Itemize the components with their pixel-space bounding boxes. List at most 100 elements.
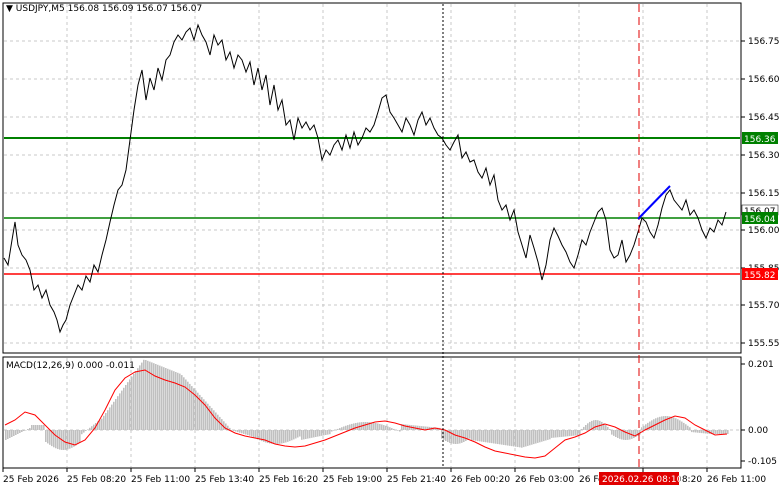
macd-bar — [293, 430, 295, 440]
macd-bar — [447, 430, 449, 443]
time-highlight-text: 2026.02.26 08:10 — [602, 475, 683, 485]
macd-bar — [223, 421, 225, 430]
macd-bar — [349, 424, 351, 430]
macd-bar — [575, 430, 577, 436]
macd-bar — [461, 430, 463, 443]
macd-bar — [7, 430, 9, 439]
macd-tick-label: 0.00 — [748, 426, 768, 436]
macd-bar — [513, 430, 515, 447]
macd-bar — [241, 430, 243, 434]
trend-line[interactable] — [637, 185, 671, 220]
macd-bar — [115, 399, 117, 430]
macd-bar — [721, 430, 723, 434]
macd-bar — [537, 430, 539, 443]
price-tick-label: 155.55 — [748, 339, 780, 349]
macd-bar — [201, 397, 203, 430]
macd-bar — [555, 430, 557, 438]
macd-bar — [159, 365, 161, 430]
macd-bar — [615, 430, 617, 437]
macd-bar — [281, 430, 283, 444]
time-tick-label: 25 Feb 19:00 — [323, 475, 382, 485]
time-tick-label: 25 Feb 11:00 — [131, 475, 190, 485]
macd-bar — [601, 421, 603, 430]
macd-bar — [497, 430, 499, 445]
macd-bar — [217, 414, 219, 430]
macd-bar — [567, 430, 569, 437]
macd-bar — [543, 430, 545, 442]
macd-bar — [37, 425, 39, 430]
macd-bar — [261, 430, 263, 442]
macd-bar — [643, 425, 645, 430]
macd-bar — [259, 430, 261, 441]
time-tick-label: 26 Feb 00:20 — [451, 475, 510, 485]
macd-bar — [407, 424, 409, 430]
macd-bar — [635, 430, 637, 437]
macd-bar — [585, 425, 587, 430]
macd-bar — [245, 430, 247, 435]
macd-bar — [111, 404, 113, 430]
macd-bar — [561, 430, 563, 437]
macd-bar — [65, 430, 67, 450]
macd-bar — [157, 364, 159, 430]
macd-bar — [475, 430, 477, 441]
dropdown-arrow-icon[interactable]: ▼ — [6, 4, 13, 14]
macd-bar — [93, 424, 95, 430]
macd-bar — [665, 416, 667, 430]
macd-bar — [381, 424, 383, 430]
macd-bar — [515, 430, 517, 447]
macd-bar — [203, 399, 205, 430]
macd-bar — [565, 430, 567, 437]
macd-bar — [347, 425, 349, 430]
macd-bar — [419, 425, 421, 430]
macd-bar — [257, 430, 259, 440]
macd-bar — [13, 430, 15, 436]
macd-bar — [31, 425, 33, 430]
macd-bar — [377, 423, 379, 430]
macd-bar — [591, 420, 593, 430]
macd-bar — [267, 430, 269, 444]
macd-series — [4, 359, 729, 459]
macd-bar — [629, 430, 631, 440]
macd-bar — [285, 430, 287, 443]
macd-bar — [265, 430, 267, 443]
macd-bar — [611, 430, 613, 435]
macd-bar — [465, 430, 467, 441]
macd-bar — [151, 362, 153, 430]
macd-bar — [535, 430, 537, 444]
macd-bar — [107, 410, 109, 430]
macd-bar — [429, 426, 431, 430]
macd-bar — [473, 430, 475, 441]
symbol-info: USDJPY,M5 156.08 156.09 156.07 156.07 — [15, 4, 203, 14]
macd-bar — [239, 430, 241, 433]
macd-bar — [51, 430, 53, 447]
macd-bar — [87, 429, 89, 430]
macd-bar — [365, 422, 367, 430]
macd-bar — [539, 430, 541, 443]
macd-bar — [719, 430, 721, 434]
macd-bar — [163, 367, 165, 430]
symbol-header: ▼ USDJPY,M5 156.08 156.09 156.07 156.07 — [6, 4, 202, 14]
macd-bar — [383, 425, 385, 430]
macd-bar — [499, 430, 501, 445]
macd-bar — [233, 430, 235, 431]
macd-bar — [275, 430, 277, 444]
macd-bar — [441, 430, 443, 439]
macd-signal-line — [4, 369, 728, 459]
macd-bar — [391, 428, 393, 430]
price-tick-label: 156.15 — [748, 189, 780, 199]
macd-bar — [697, 430, 699, 433]
time-tick-label: 25 Feb 21:40 — [387, 475, 446, 485]
macd-bar — [417, 425, 419, 430]
price-series — [3, 23, 727, 334]
macd-bar — [687, 425, 689, 430]
macd-bar — [35, 425, 37, 430]
macd-bar — [75, 430, 77, 446]
macd-bar — [17, 430, 19, 434]
macd-bar — [235, 430, 237, 432]
macd-bar — [695, 430, 697, 433]
macd-bar — [39, 425, 41, 430]
macd-bar — [467, 430, 469, 440]
macd-bar — [251, 430, 253, 437]
macd-bar — [125, 385, 127, 430]
